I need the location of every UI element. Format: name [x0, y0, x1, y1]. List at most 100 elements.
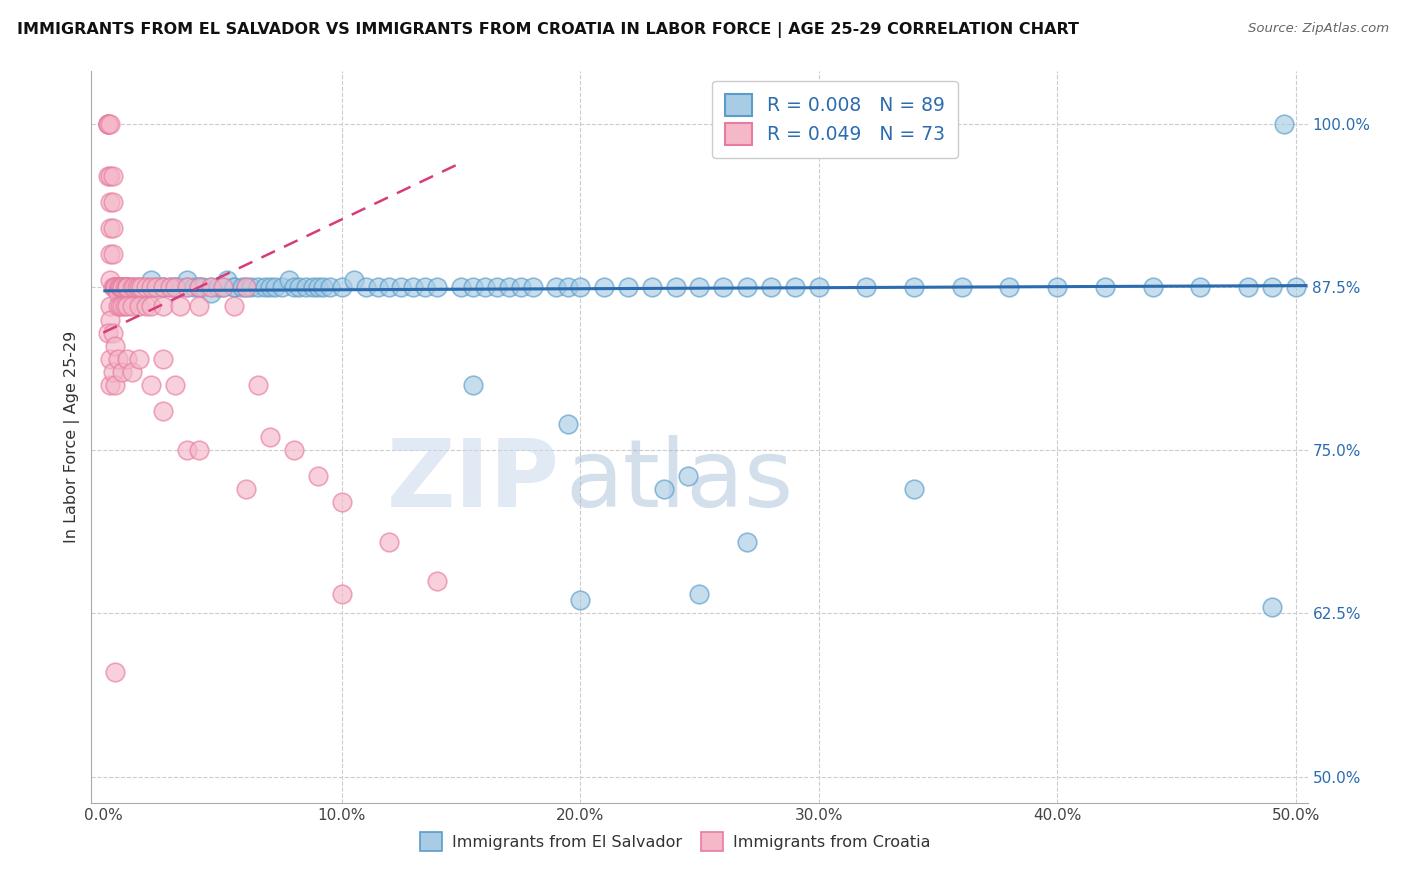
Point — [426, 280, 449, 294]
Point — [240, 280, 263, 294]
Point — [111, 300, 134, 314]
Point — [319, 280, 342, 294]
Point — [183, 280, 205, 294]
Point — [235, 280, 257, 294]
Point — [169, 300, 191, 314]
Point — [224, 280, 246, 294]
Point — [97, 117, 120, 131]
Point — [1285, 280, 1308, 294]
Point — [100, 117, 122, 131]
Point — [903, 483, 925, 497]
Point — [557, 280, 579, 294]
Point — [101, 326, 124, 340]
Point — [128, 286, 150, 301]
Point — [115, 280, 138, 294]
Point — [100, 300, 122, 314]
Point — [135, 300, 157, 314]
Point — [159, 280, 181, 294]
Point — [104, 377, 127, 392]
Point — [139, 280, 162, 294]
Point — [389, 280, 412, 294]
Point — [283, 280, 305, 294]
Point — [115, 280, 138, 294]
Point — [235, 280, 257, 294]
Point — [235, 483, 257, 497]
Point — [104, 280, 127, 294]
Point — [187, 280, 209, 294]
Point — [121, 300, 143, 314]
Point — [271, 280, 294, 294]
Point — [107, 286, 129, 301]
Point — [100, 273, 122, 287]
Point — [176, 273, 198, 287]
Point — [111, 280, 134, 294]
Point — [735, 280, 758, 294]
Point — [224, 300, 246, 314]
Point — [169, 280, 191, 294]
Point — [330, 280, 353, 294]
Point — [124, 280, 146, 294]
Point — [104, 339, 127, 353]
Point — [115, 300, 138, 314]
Point — [114, 300, 136, 314]
Point — [950, 280, 973, 294]
Point — [200, 280, 222, 294]
Point — [107, 351, 129, 366]
Point — [100, 169, 122, 183]
Point — [402, 280, 425, 294]
Point — [302, 280, 325, 294]
Point — [1189, 280, 1212, 294]
Point — [735, 534, 758, 549]
Point — [152, 300, 174, 314]
Point — [426, 574, 449, 588]
Point — [97, 117, 120, 131]
Point — [450, 280, 472, 294]
Point — [498, 280, 520, 294]
Point — [121, 280, 143, 294]
Point — [546, 280, 568, 294]
Point — [139, 377, 162, 392]
Point — [259, 430, 281, 444]
Point — [1046, 280, 1069, 294]
Point — [688, 587, 710, 601]
Point — [367, 280, 389, 294]
Point — [131, 280, 153, 294]
Point — [104, 280, 127, 294]
Point — [107, 280, 129, 294]
Point — [128, 351, 150, 366]
Point — [665, 280, 688, 294]
Point — [200, 286, 222, 301]
Point — [100, 221, 122, 235]
Point — [413, 280, 436, 294]
Point — [711, 280, 734, 294]
Point — [187, 280, 209, 294]
Point — [104, 280, 127, 294]
Point — [152, 280, 174, 294]
Point — [125, 280, 148, 294]
Point — [1261, 599, 1284, 614]
Point — [163, 280, 186, 294]
Point — [104, 280, 127, 294]
Point — [295, 280, 318, 294]
Point — [104, 280, 127, 294]
Point — [783, 280, 806, 294]
Point — [259, 280, 281, 294]
Point — [152, 280, 174, 294]
Point — [676, 469, 699, 483]
Point — [104, 280, 127, 294]
Point — [211, 280, 233, 294]
Point — [108, 300, 131, 314]
Point — [135, 280, 157, 294]
Point — [163, 377, 186, 392]
Point — [247, 280, 270, 294]
Y-axis label: In Labor Force | Age 25-29: In Labor Force | Age 25-29 — [65, 331, 80, 543]
Point — [207, 280, 229, 294]
Point — [187, 280, 209, 294]
Point — [569, 593, 592, 607]
Point — [283, 443, 305, 458]
Point — [128, 280, 150, 294]
Point — [461, 280, 484, 294]
Point — [115, 351, 138, 366]
Point — [378, 280, 401, 294]
Point — [343, 273, 366, 287]
